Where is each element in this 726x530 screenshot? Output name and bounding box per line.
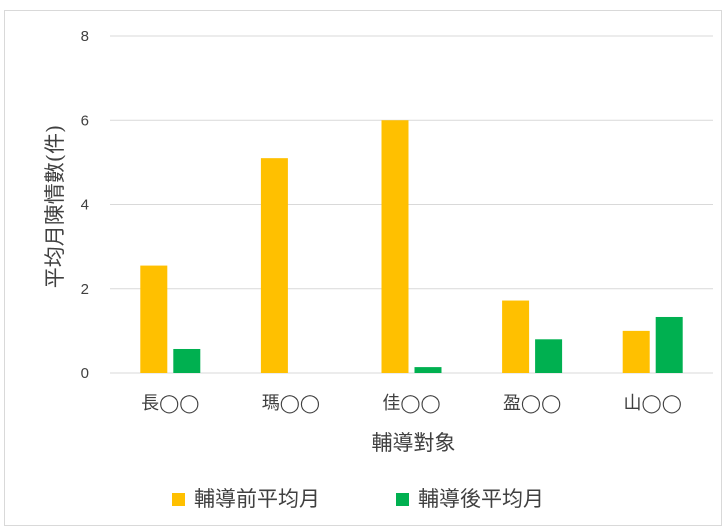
- legend-label: 輔導後平均月: [418, 487, 544, 511]
- bar-before: [381, 120, 409, 373]
- bars: [140, 120, 683, 373]
- bar-before: [502, 300, 530, 373]
- legend-swatch: [396, 493, 409, 506]
- bar-after: [535, 339, 563, 373]
- bar-after: [414, 367, 442, 373]
- x-category-label: 瑪◯◯: [262, 393, 320, 414]
- y-axis-title: 平均月陳情數(件): [43, 125, 67, 288]
- bar-before: [622, 330, 650, 373]
- x-category-label: 盈◯◯: [503, 393, 561, 414]
- category-labels: 長◯◯ 瑪◯◯ 佳◯◯ 盈◯◯ 山◯◯: [141, 393, 682, 414]
- y-tick-label: 0: [81, 365, 89, 382]
- bar-after: [655, 316, 683, 373]
- y-tick-label: 4: [81, 197, 89, 214]
- x-axis-title: 輔導對象: [372, 431, 456, 455]
- bar-after: [173, 348, 201, 373]
- x-category-label: 佳◯◯: [382, 393, 440, 414]
- bar-before: [140, 265, 168, 373]
- gridlines: [110, 35, 713, 374]
- legend: 輔導前平均月 輔導後平均月: [172, 487, 544, 511]
- chart-frame: [4, 10, 722, 526]
- x-category-label: 長◯◯: [141, 393, 199, 414]
- legend-label: 輔導前平均月: [194, 487, 320, 511]
- y-tick-label: 8: [81, 28, 89, 45]
- y-tick-labels: 0 2 4 6 8: [81, 28, 89, 382]
- x-category-label: 山◯◯: [624, 393, 682, 414]
- legend-swatch: [172, 493, 185, 506]
- y-tick-label: 2: [81, 281, 89, 298]
- y-tick-label: 6: [81, 112, 89, 129]
- bar-before: [260, 158, 288, 373]
